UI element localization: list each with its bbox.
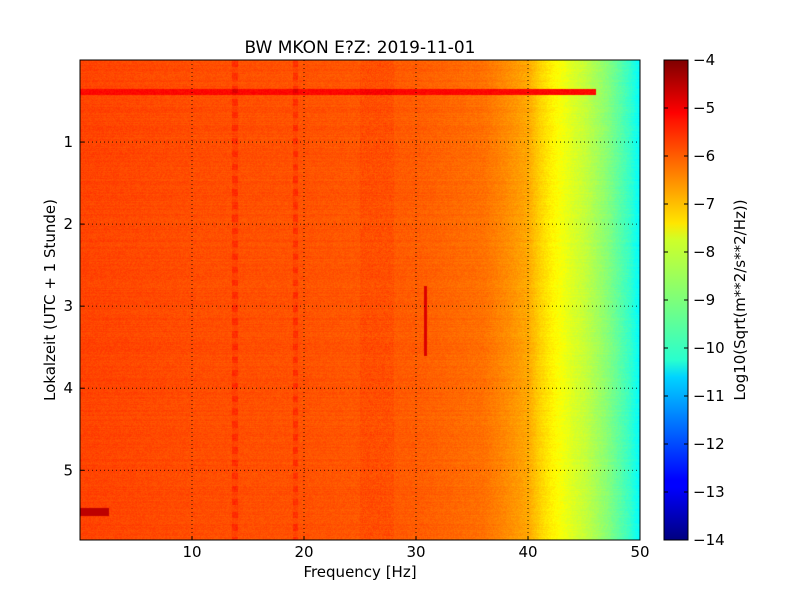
- colorbar-label: Log10(Sqrt(m**2/s**2/Hz)): [731, 199, 749, 400]
- colorbar-tick-label: −9: [693, 291, 715, 309]
- colorbar-tick-label: −5: [693, 99, 715, 117]
- colorbar-tick-label: −10: [693, 339, 725, 357]
- colorbar-tick-label: −12: [693, 435, 725, 453]
- colorbar-tick-label: −4: [693, 51, 715, 69]
- colorbar-tick-label: −8: [693, 243, 715, 261]
- spectrogram-plot-area: [79, 59, 641, 541]
- y-tick-label: 2: [63, 215, 73, 233]
- x-tick-label: 40: [518, 543, 537, 561]
- colorbar-tick-label: −7: [693, 195, 715, 213]
- spectrogram-heatmap: [80, 60, 640, 540]
- y-tick-label: 5: [63, 461, 73, 479]
- y-tick-label: 4: [63, 379, 73, 397]
- x-axis-label: Frequency [Hz]: [303, 563, 416, 581]
- x-axis: 10 20 30 40 50: [182, 536, 650, 561]
- colorbar-tick-label: −13: [693, 483, 725, 501]
- x-tick-label: 20: [294, 543, 313, 561]
- x-tick-label: 30: [406, 543, 425, 561]
- x-tick-label: 50: [630, 543, 649, 561]
- y-axis: 1 2 3 4 5: [63, 133, 84, 479]
- y-axis-label: Lokalzeit (UTC + 1 Stunde): [41, 199, 59, 401]
- colorbar-tick-label: −11: [693, 387, 725, 405]
- colorbar-tick-label: −14: [693, 531, 725, 549]
- plot-frame: [79, 59, 641, 541]
- x-tick-label: 10: [182, 543, 201, 561]
- y-tick-label: 1: [63, 133, 73, 151]
- grid-lines: [80, 60, 640, 540]
- chart-title: BW MKON E?Z: 2019-11-01: [245, 38, 476, 58]
- y-tick-label: 3: [63, 297, 73, 315]
- colorbar: −4 −5 −6 −7 −8 −9 −10 −11 −12 −13 −14 Log10(Sqrt(m…: [663, 51, 749, 549]
- colorbar-ticks: −4 −5 −6 −7 −8 −9 −10 −11 −12 −13 −14: [664, 51, 725, 549]
- colorbar-tick-label: −6: [693, 147, 715, 165]
